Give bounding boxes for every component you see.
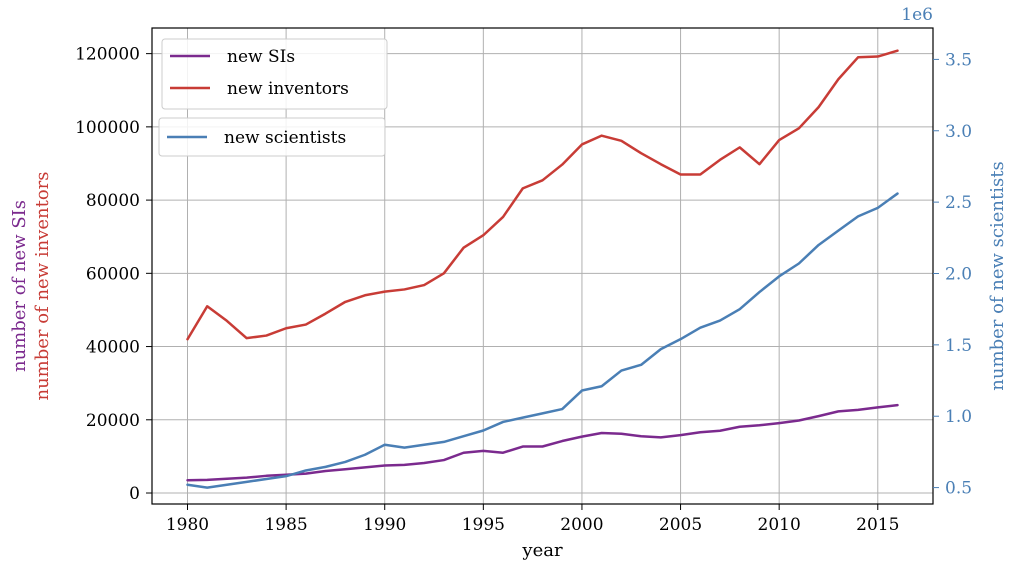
x-tick-label: 1990 (363, 515, 406, 535)
x-tick-label: 2010 (758, 515, 801, 535)
legend-entry-scientists: new scientists (224, 128, 346, 148)
left-y-tick-label: 100000 (75, 118, 140, 138)
series-lines (186, 49, 899, 489)
right-axis-multiplier: 1e6 (901, 5, 933, 25)
left-y-axis-label-sis: number of new SIs (9, 200, 30, 372)
x-tick-label: 2005 (659, 515, 702, 535)
x-tick-label: 1980 (166, 515, 209, 535)
x-axis-label: year (521, 540, 563, 561)
plot-frame (151, 27, 934, 505)
right-y-axis-ticks: 0.5 1.0 1.5 2.0 2.5 3.0 3.5 (933, 50, 972, 499)
left-y-tick-label: 20000 (86, 411, 140, 431)
legend-left-box (161, 38, 388, 110)
left-y-tick-label: 0 (129, 484, 140, 504)
right-y-tick-label: 0.5 (945, 479, 972, 499)
series-line-new-sis (186, 403, 899, 482)
right-y-tick-label: 3.5 (945, 50, 972, 70)
left-y-tick-label: 80000 (86, 191, 140, 211)
left-y-tick-label: 40000 (86, 338, 140, 358)
left-y-tick-label: 60000 (86, 264, 140, 284)
right-y-tick-label: 2.5 (945, 193, 972, 213)
legend-entry-sis: new SIs (227, 47, 295, 67)
x-tick-label: 1995 (462, 515, 505, 535)
left-y-tick-label: 120000 (75, 45, 140, 65)
x-tick-label: 2015 (856, 515, 899, 535)
left-y-axis-label-inventors: number of new inventors (32, 171, 53, 400)
series-line-new-scientists (186, 192, 899, 489)
right-y-tick-label: 2.0 (945, 264, 972, 284)
legend-left: new SIs new inventors (161, 38, 388, 110)
legend-right: new scientists (158, 117, 386, 157)
x-axis-ticks: 1980 1985 1990 1995 2000 2005 2010 2015 (166, 504, 899, 535)
x-tick-label: 1985 (264, 515, 307, 535)
right-y-tick-label: 1.0 (945, 407, 972, 427)
legend-entry-inventors: new inventors (227, 79, 349, 99)
legend-right-box (158, 117, 386, 157)
series-line-new-inventors (186, 49, 899, 341)
right-y-tick-label: 1.5 (945, 336, 972, 356)
left-y-axis-ticks: 0 20000 40000 60000 80000 100000 120000 (75, 45, 152, 504)
right-y-tick-label: 3.0 (945, 122, 972, 142)
x-tick-label: 2000 (560, 515, 603, 535)
right-y-axis-label: number of new scientists (987, 161, 1008, 390)
